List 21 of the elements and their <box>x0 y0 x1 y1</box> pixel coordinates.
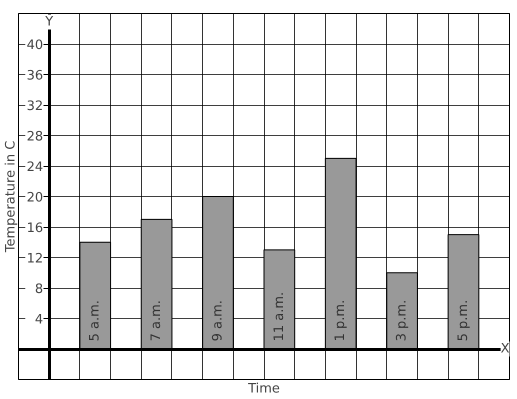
x-axis-title: Time <box>247 382 280 396</box>
y-tick-label: 32 <box>26 99 44 114</box>
y-tick-label: 36 <box>26 68 44 84</box>
y-tick-label: 20 <box>26 190 44 206</box>
y-tick-label: 40 <box>26 38 44 53</box>
x-tick-label: 11 a.m. <box>272 292 287 342</box>
y-tick-label: 16 <box>26 221 44 236</box>
x-tick-label: 5 p.m. <box>456 300 471 342</box>
y-tick-label: 24 <box>26 160 44 175</box>
x-tick-label: 7 a.m. <box>149 300 164 342</box>
y-tick-label: 28 <box>26 130 44 144</box>
x-tick-label: 3 p.m. <box>394 300 410 342</box>
x-tick-label: 9 a.m. <box>210 300 226 342</box>
annotation: X <box>500 342 510 356</box>
x-tick-label: 5 a.m. <box>88 300 103 342</box>
y-tick-label: 8 <box>34 282 44 297</box>
x-tick-label: 1 p.m. <box>333 300 348 342</box>
y-tick-label: 12 <box>26 252 44 266</box>
y-axis-title: Temperature in C <box>4 140 18 254</box>
annotation: Y <box>44 14 54 30</box>
y-tick-label: 4 <box>34 312 44 328</box>
